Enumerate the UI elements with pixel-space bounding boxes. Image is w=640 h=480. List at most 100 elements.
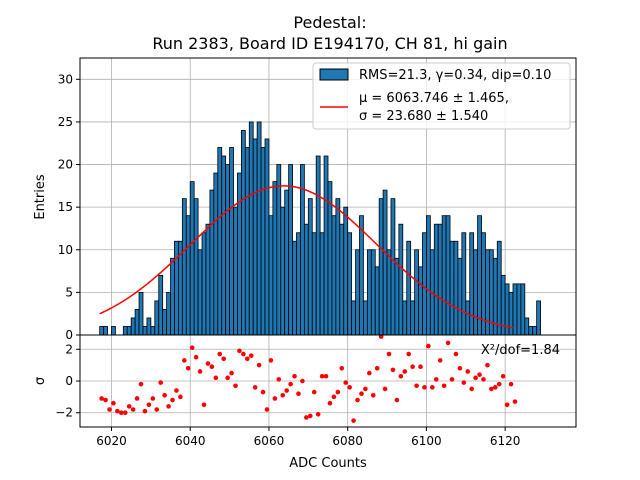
histogram-bar: [418, 266, 423, 336]
residual-point: [115, 408, 120, 414]
histogram-bar: [248, 121, 254, 336]
residual-point: [178, 394, 183, 400]
legend-histogram-swatch: [319, 68, 349, 81]
histogram-bar: [335, 198, 341, 336]
residual-point: [461, 380, 467, 385]
histogram-bar: [469, 232, 475, 336]
histogram-bar: [512, 283, 518, 336]
histogram-bar: [382, 189, 388, 336]
residual-point: [386, 351, 392, 357]
residual-point: [496, 381, 502, 387]
histogram-bar: [240, 130, 246, 336]
histogram-bar: [410, 300, 416, 336]
histogram-bar: [130, 317, 136, 336]
histogram-bar: [331, 215, 337, 336]
histogram-bar: [138, 291, 144, 336]
histogram-bar: [201, 232, 207, 336]
y-tick-label: 0: [65, 328, 73, 342]
residual-point: [390, 367, 396, 373]
residual-point: [284, 388, 289, 393]
histogram-bar: [433, 223, 439, 336]
histogram-bar: [311, 232, 317, 336]
histogram-bar: [426, 215, 431, 336]
x-axis-label-adc-counts: ADC Counts: [289, 456, 367, 471]
histogram-bar: [146, 317, 152, 336]
histogram-bar: [339, 223, 345, 336]
histogram-bar: [233, 206, 238, 336]
residual-point: [264, 407, 270, 412]
residual-point: [229, 370, 234, 376]
residual-y-tick-label: −2: [55, 406, 73, 420]
residual-point: [418, 364, 423, 370]
residual-point: [126, 404, 132, 409]
histogram-bar: [185, 215, 191, 336]
histogram-bar: [158, 274, 164, 336]
histogram-bar: [520, 283, 526, 336]
histogram-bar: [359, 215, 364, 336]
residual-point: [166, 404, 171, 409]
residual-point: [426, 343, 431, 349]
histogram-bar: [213, 172, 219, 336]
x-tick-label: 6060: [254, 434, 285, 448]
residual-point: [410, 364, 415, 370]
legend: RMS=21.3, γ=0.34, dip=0.10 μ = 6063.746 …: [312, 62, 571, 130]
residual-point: [217, 351, 223, 357]
y-tick-label: 20: [58, 158, 73, 172]
residual-gridlines: [80, 335, 576, 427]
histogram-bar: [264, 138, 270, 336]
legend-fit-sigma-label: σ = 23.680 ± 1.540: [359, 109, 488, 124]
residual-point: [331, 394, 337, 400]
histogram-bar: [370, 249, 376, 336]
histogram-bar: [532, 326, 538, 336]
residual-point: [268, 358, 274, 363]
legend-fit-mu-label: μ = 6063.746 ± 1.465,: [359, 91, 509, 106]
histogram-bar: [244, 147, 250, 336]
histogram-bar: [351, 300, 356, 336]
residual-point: [119, 410, 124, 416]
histogram-bar: [237, 172, 242, 336]
histogram-bar: [150, 326, 156, 336]
residual-point: [237, 348, 242, 354]
residual-point: [433, 377, 439, 382]
residual-point: [500, 373, 506, 379]
histogram-bar: [103, 326, 108, 336]
residual-point: [457, 366, 463, 371]
histogram-bar: [445, 215, 451, 336]
residual-point: [355, 397, 360, 403]
residual-point: [213, 375, 219, 381]
residual-point: [402, 369, 408, 374]
residual-point: [441, 383, 447, 389]
residual-point: [382, 386, 388, 392]
histogram-bar: [209, 189, 215, 336]
legend-histogram-label: RMS=21.3, γ=0.34, dip=0.10: [359, 68, 551, 83]
histogram-bar: [217, 147, 223, 336]
residual-point: [465, 369, 471, 374]
residual-point: [508, 381, 514, 387]
residual-point: [245, 356, 250, 362]
y-tick-label: 25: [58, 115, 73, 129]
residual-point: [351, 418, 356, 423]
histogram-bar: [193, 198, 199, 336]
residual-point: [481, 377, 486, 382]
x-tick-label: 6120: [490, 434, 521, 448]
histogram-bar: [170, 257, 175, 336]
residual-point: [512, 399, 518, 404]
residual-point: [394, 397, 400, 403]
histogram-bar: [441, 215, 447, 336]
histogram-bar: [414, 249, 419, 336]
residual-point: [311, 389, 317, 395]
residual-point: [406, 351, 411, 357]
residual-y-tick-label: 2: [65, 342, 73, 356]
histogram-bar: [205, 223, 211, 336]
histogram-bar: [252, 138, 258, 336]
residual-point: [103, 397, 108, 403]
histogram-bar: [319, 232, 325, 336]
histogram-bars: [99, 121, 541, 336]
residual-point: [225, 375, 230, 381]
y-axis-label-entries: Entries: [33, 174, 48, 220]
residual-point: [99, 396, 104, 401]
residual-point: [422, 385, 427, 390]
residual-point: [430, 385, 435, 390]
histogram-bar: [303, 223, 309, 336]
residual-point: [473, 375, 478, 381]
